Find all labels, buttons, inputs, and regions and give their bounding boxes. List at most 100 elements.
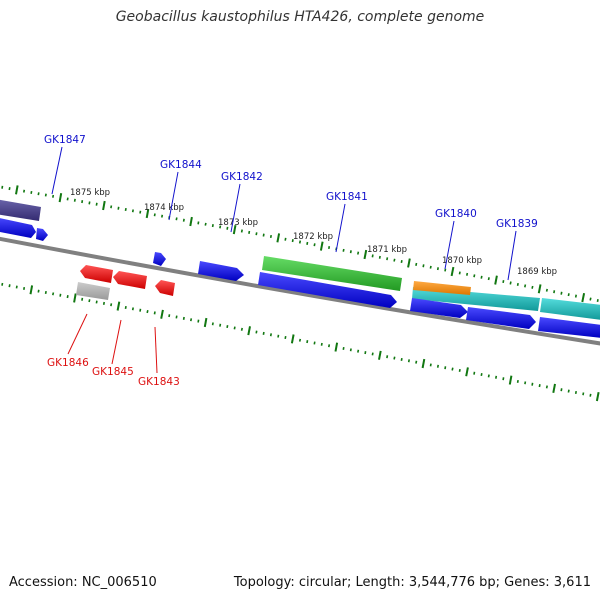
forward-gene-arrow[interactable] bbox=[258, 272, 397, 308]
minor-tick bbox=[146, 310, 149, 314]
gene-label-gk1844[interactable]: GK1844 bbox=[160, 159, 202, 171]
minor-tick bbox=[30, 190, 33, 194]
minor-tick bbox=[262, 331, 265, 335]
major-tick bbox=[407, 258, 411, 268]
minor-tick bbox=[393, 356, 396, 360]
minor-tick bbox=[306, 241, 309, 245]
gene-label-gk1845[interactable]: GK1845 bbox=[92, 366, 134, 378]
minor-tick bbox=[466, 272, 469, 276]
major-tick bbox=[290, 334, 295, 344]
forward-gene-arrow[interactable] bbox=[153, 252, 166, 266]
minor-tick bbox=[444, 268, 447, 272]
major-tick bbox=[537, 284, 542, 294]
minor-tick bbox=[95, 202, 98, 206]
minor-tick bbox=[531, 382, 534, 386]
forward-gene-arrow[interactable] bbox=[198, 261, 244, 281]
forward-gene-arrow[interactable] bbox=[538, 317, 600, 338]
minor-tick bbox=[436, 364, 439, 368]
minor-tick bbox=[168, 314, 171, 318]
leader-line bbox=[507, 230, 517, 281]
minor-tick bbox=[545, 288, 548, 292]
minor-tick bbox=[567, 293, 570, 297]
map-title: Geobacillus kaustophilus HTA426, complet… bbox=[115, 9, 485, 25]
major-tick bbox=[494, 275, 498, 285]
minor-tick bbox=[386, 257, 389, 261]
minor-tick bbox=[117, 206, 120, 210]
minor-tick bbox=[255, 330, 258, 334]
minor-tick bbox=[495, 375, 498, 379]
minor-tick bbox=[81, 297, 84, 301]
minor-tick bbox=[502, 377, 505, 381]
forward-gene-arrow[interactable] bbox=[0, 217, 36, 238]
minor-tick bbox=[153, 311, 156, 315]
minor-tick bbox=[15, 285, 18, 289]
minor-tick bbox=[240, 327, 243, 331]
gene-label-gk1839[interactable]: GK1839 bbox=[496, 218, 538, 230]
minor-tick bbox=[458, 271, 461, 275]
minor-tick bbox=[240, 229, 243, 233]
minor-tick bbox=[8, 284, 11, 288]
gene-label-gk1841[interactable]: GK1841 bbox=[326, 191, 368, 203]
minor-tick bbox=[313, 341, 316, 345]
gene-label-gk1842[interactable]: GK1842 bbox=[221, 171, 263, 183]
minor-tick bbox=[313, 243, 316, 247]
minor-tick bbox=[473, 274, 476, 278]
minor-tick bbox=[320, 342, 323, 346]
gene-label-gk1846[interactable]: GK1846 bbox=[47, 357, 89, 369]
minor-tick bbox=[538, 384, 541, 388]
minor-tick bbox=[342, 346, 345, 350]
gene-label-gk1840[interactable]: GK1840 bbox=[435, 208, 477, 220]
gene-label-gk1843[interactable]: GK1843 bbox=[138, 376, 180, 388]
scale-label: 1873 kbp bbox=[218, 218, 258, 228]
major-tick bbox=[247, 326, 251, 336]
minor-tick bbox=[66, 197, 69, 201]
minor-tick bbox=[487, 374, 490, 378]
minor-tick bbox=[502, 280, 505, 284]
minor-tick bbox=[582, 392, 585, 396]
minor-tick bbox=[182, 316, 185, 320]
leader-line bbox=[335, 203, 346, 253]
minor-tick bbox=[524, 284, 527, 288]
minor-tick bbox=[269, 333, 272, 337]
reverse-gene-arrow[interactable] bbox=[80, 265, 113, 283]
minor-tick bbox=[349, 250, 352, 254]
major-tick bbox=[29, 285, 34, 295]
minor-tick bbox=[219, 225, 222, 229]
minor-tick bbox=[524, 381, 527, 385]
minor-tick bbox=[444, 366, 447, 370]
forward-gene-arrow[interactable] bbox=[36, 228, 48, 241]
major-tick bbox=[508, 375, 513, 385]
forward-genes bbox=[0, 217, 600, 338]
minor-tick bbox=[357, 251, 360, 255]
minor-tick bbox=[400, 260, 403, 264]
minor-tick bbox=[342, 248, 345, 252]
minor-tick bbox=[422, 264, 425, 268]
minor-tick bbox=[88, 201, 91, 205]
minor-tick bbox=[487, 277, 490, 281]
major-tick bbox=[276, 233, 281, 243]
reverse-gene-arrow[interactable] bbox=[155, 280, 175, 296]
minor-tick bbox=[291, 239, 294, 243]
forward-gene-arrow[interactable] bbox=[410, 298, 468, 318]
forward-gene-arrow[interactable] bbox=[466, 307, 536, 329]
minor-tick bbox=[175, 217, 178, 221]
major-tick bbox=[421, 358, 426, 369]
scale-label: 1875 kbp bbox=[70, 188, 110, 198]
major-tick bbox=[15, 185, 19, 195]
minor-tick bbox=[407, 359, 410, 363]
minor-tick bbox=[110, 303, 113, 307]
genome-backbone bbox=[0, 236, 600, 346]
reverse-gene-arrow[interactable] bbox=[113, 271, 147, 289]
minor-tick bbox=[306, 340, 309, 344]
minor-tick bbox=[226, 226, 229, 230]
minor-tick bbox=[553, 290, 556, 294]
minor-tick bbox=[269, 234, 272, 239]
scale-label: 1872 kbp bbox=[293, 232, 333, 242]
gene-label-gk1847[interactable]: GK1847 bbox=[44, 134, 86, 146]
minor-tick bbox=[211, 224, 214, 228]
minor-tick bbox=[451, 367, 454, 371]
major-tick bbox=[203, 317, 208, 328]
minor-tick bbox=[284, 335, 287, 340]
minor-tick bbox=[124, 305, 127, 310]
minor-tick bbox=[574, 294, 577, 298]
